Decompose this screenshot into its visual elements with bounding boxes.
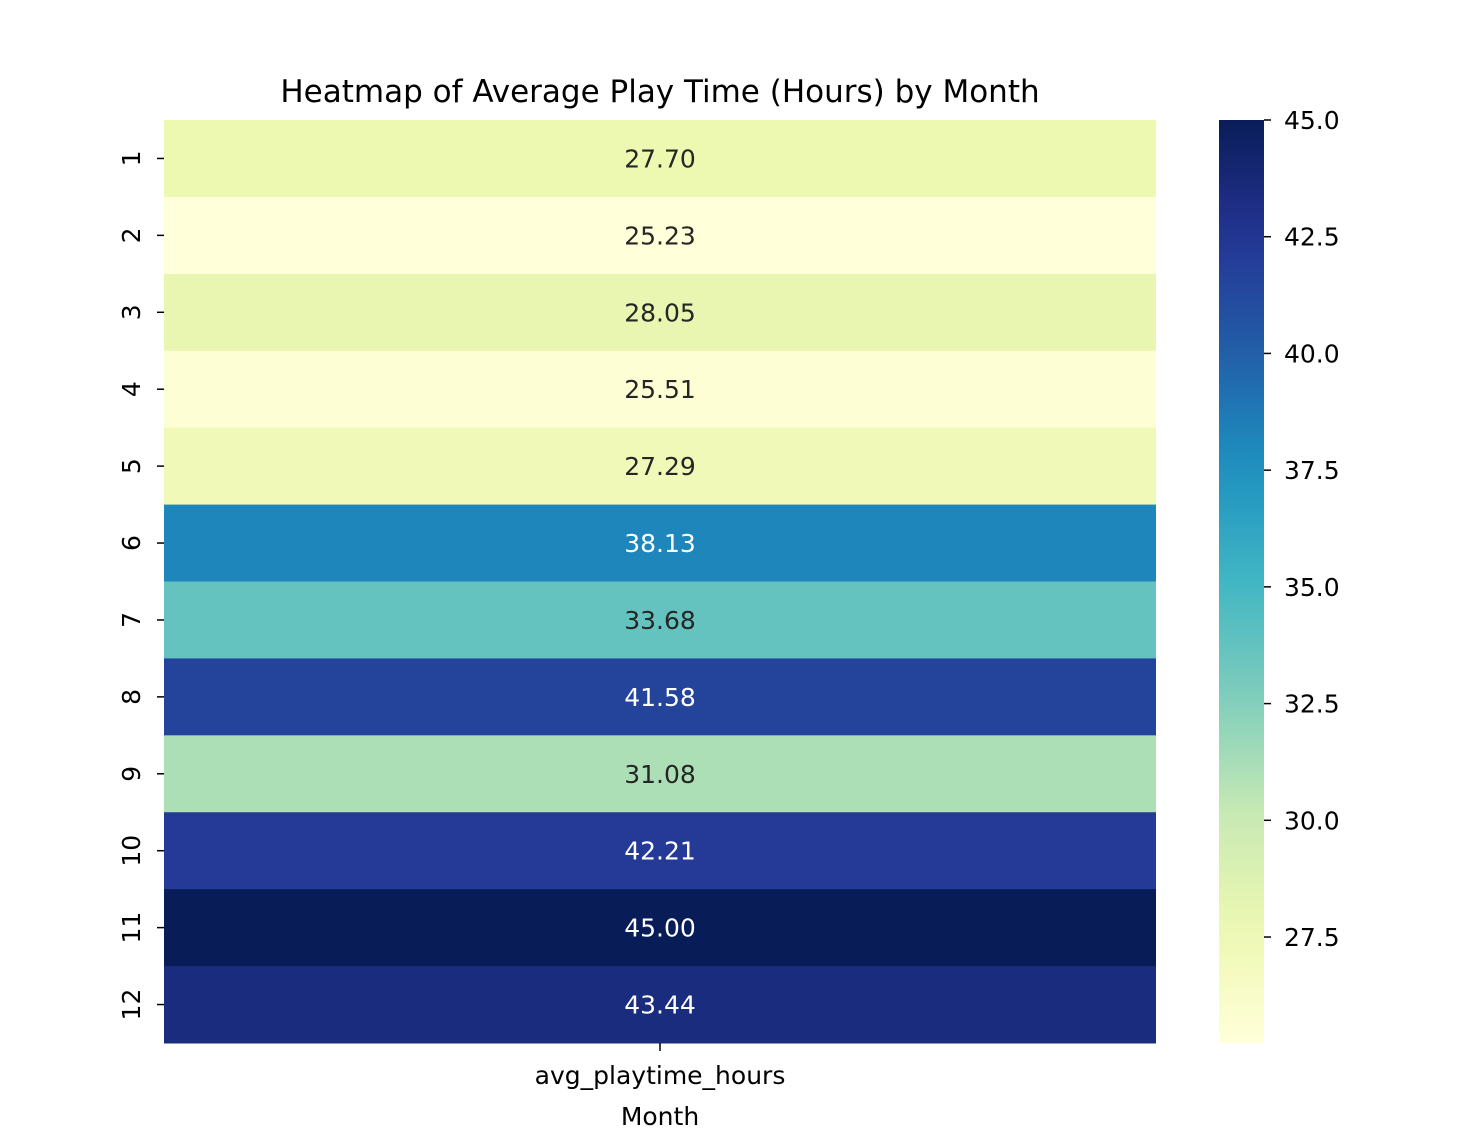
colorbar-gradient [1219, 120, 1264, 1043]
cell-value-label: 25.23 [624, 221, 696, 250]
row-tick-label: 4 [117, 381, 146, 397]
cell-value-label: 27.70 [624, 144, 696, 173]
cell-value-label: 33.68 [624, 606, 696, 635]
row-tick-label: 7 [117, 612, 146, 628]
colorbar-tick-label: 27.5 [1284, 923, 1340, 952]
colorbar-tick-label: 30.0 [1284, 806, 1340, 835]
row-tick-label: 8 [117, 689, 146, 705]
heatmap-cell-3 [164, 273, 1156, 352]
cell-value-label: 28.05 [624, 298, 696, 327]
heatmap-cell-10 [164, 812, 1156, 890]
colorbar-tick-label: 32.5 [1284, 690, 1340, 719]
colorbar-tick-label: 42.5 [1284, 223, 1340, 252]
row-tick-label: 5 [117, 458, 146, 474]
chart-title: Heatmap of Average Play Time (Hours) by … [280, 74, 1039, 110]
column-tick-labels: avg_playtime_hours [535, 1043, 786, 1090]
heatmap-cell-1 [164, 120, 1156, 198]
colorbar-tick-label: 45.0 [1284, 106, 1340, 135]
heatmap-cell-6 [164, 504, 1156, 582]
heatmap-cell-9 [164, 735, 1156, 813]
heatmap-cell-8 [164, 658, 1156, 736]
row-tick-label: 12 [117, 989, 146, 1021]
cell-value-label: 41.58 [624, 683, 696, 712]
cell-value-label: 25.51 [624, 375, 696, 404]
heatmap-cell-7 [164, 581, 1156, 659]
heatmap-cells: 27.70 25.23 28.05 25.51 27.29 38.13 33.68 41.58… [164, 120, 1156, 1044]
row-tick-label: 2 [117, 227, 146, 243]
colorbar-tick-label: 35.0 [1284, 573, 1340, 602]
heatmap-cell-5 [164, 427, 1156, 506]
cell-value-label: 27.29 [624, 452, 696, 481]
heatmap-cell-2 [164, 196, 1156, 275]
heatmap-cell-11 [164, 889, 1156, 967]
heatmap-cell-12 [164, 966, 1156, 1044]
colorbar-tick-label: 40.0 [1284, 339, 1340, 368]
colorbar-tick-label: 37.5 [1284, 456, 1340, 485]
row-tick-label: 11 [117, 912, 146, 944]
cell-value-label: 45.00 [624, 914, 696, 943]
cell-value-label: 38.13 [624, 529, 696, 558]
cell-value-label: 31.08 [624, 760, 696, 789]
row-tick-label: 9 [117, 766, 146, 782]
heatmap-cell-4 [164, 350, 1156, 429]
column-tick-label: avg_playtime_hours [535, 1061, 786, 1090]
x-axis-label: Month [621, 1102, 699, 1131]
row-tick-label: 6 [117, 535, 146, 551]
row-tick-label: 3 [117, 304, 146, 320]
cell-value-label: 42.21 [624, 837, 696, 866]
colorbar: 27.5 30.0 32.5 35.0 37.5 40.0 42.5 45.0 [1219, 106, 1340, 1043]
row-tick-label: 10 [117, 835, 146, 867]
cell-value-label: 43.44 [624, 991, 696, 1020]
row-tick-label: 1 [117, 151, 146, 167]
